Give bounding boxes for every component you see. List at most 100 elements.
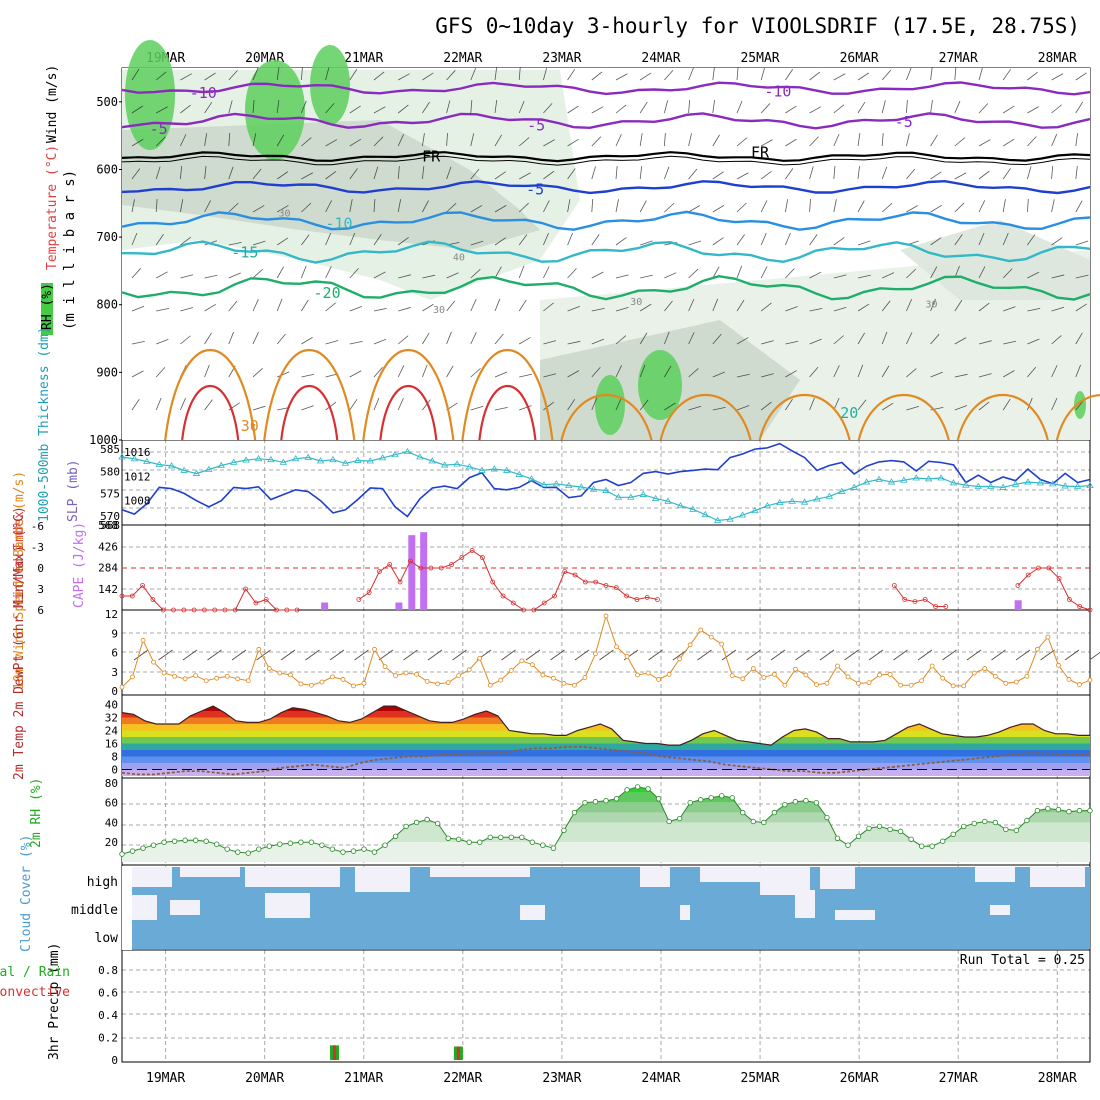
wind-speed-point — [182, 676, 188, 682]
cloud-gap — [680, 905, 690, 920]
wind-speed-point — [508, 668, 514, 673]
wind-barb — [131, 370, 144, 378]
rh-point — [1003, 826, 1009, 833]
rh-point — [445, 835, 451, 841]
wind-speed-point — [1003, 680, 1009, 686]
lifted-index-point — [243, 586, 248, 592]
diurnal-contour — [362, 348, 455, 441]
rh-point — [477, 839, 483, 845]
slp-tick: 1016 — [124, 446, 151, 459]
wind-speed-point — [898, 682, 904, 688]
wind-barb — [664, 331, 670, 345]
wind-barb — [155, 199, 158, 213]
thickness-point — [391, 450, 399, 458]
cloud-gap — [132, 895, 157, 920]
wind-speed-point — [193, 673, 199, 678]
wind-tick: 9 — [111, 627, 118, 640]
wind-barb — [325, 103, 335, 114]
thickness-point — [850, 483, 858, 490]
wind-barb — [1051, 335, 1062, 345]
wind-barb — [1075, 101, 1084, 114]
wind-barb — [712, 266, 720, 279]
pressure-tick: 1000 — [89, 433, 118, 447]
wind-barb — [1051, 166, 1054, 180]
thickness-point — [1061, 482, 1069, 489]
isotherm-minus5 — [121, 112, 1091, 130]
thickness-axis-label: 1000-500mb Thickness (dm) — [37, 326, 52, 522]
wind-barb — [954, 67, 957, 81]
wind-barb — [446, 70, 456, 81]
cape-bar — [1014, 600, 1022, 610]
wind-barb — [1027, 397, 1033, 411]
rh-point — [150, 842, 157, 848]
wind-barb — [397, 166, 400, 180]
wind-barb — [1002, 199, 1006, 213]
rh-point — [729, 795, 735, 801]
thickness-point — [192, 469, 201, 476]
thickness-point — [614, 493, 623, 500]
wind-barb — [712, 171, 724, 180]
wind-barb — [543, 401, 554, 411]
wind-barb-10m — [525, 649, 541, 661]
cloud-margin — [122, 866, 132, 950]
wind-speed-point — [298, 681, 304, 687]
wind-barb — [131, 105, 144, 114]
rh-point — [235, 849, 241, 855]
isotherm-20 — [121, 274, 1091, 301]
wind-barb — [615, 397, 622, 411]
wind-barb — [712, 205, 725, 213]
wind-barb — [785, 105, 797, 114]
wind-barb — [397, 236, 409, 246]
wind-barb — [664, 133, 666, 147]
wind-barb — [1003, 340, 1016, 345]
wind-speed-point — [708, 634, 714, 640]
wind-barb — [664, 300, 673, 312]
wind-speed-point — [614, 644, 619, 650]
wind-barb — [301, 172, 313, 180]
wind-barb-10m — [721, 649, 737, 661]
wind-barb — [494, 171, 506, 180]
wind-barb — [518, 137, 530, 147]
rh-point — [487, 834, 493, 840]
wind-barb — [688, 405, 702, 411]
lifted-index-point — [510, 600, 516, 606]
wind-barb — [373, 338, 387, 345]
thickness-tick: 568 — [100, 519, 120, 532]
wind-barb — [422, 72, 434, 81]
wind-barb — [519, 373, 532, 378]
thickness-point — [689, 505, 697, 512]
rh-point — [455, 836, 462, 842]
rh-point — [834, 835, 841, 841]
wind-barb — [1075, 166, 1078, 180]
wind-barb — [1051, 104, 1062, 114]
wind-barb — [518, 100, 525, 114]
wind-barb — [664, 69, 674, 81]
lifted-index-point — [500, 593, 506, 599]
wind-barb — [881, 300, 891, 312]
thickness-point — [776, 498, 784, 506]
rh-point — [950, 831, 956, 838]
temp-color-bands — [122, 706, 1090, 776]
rh-point — [171, 838, 178, 844]
diurnal-contour — [758, 393, 851, 441]
rh-point — [961, 823, 967, 830]
cloud-gap — [245, 867, 340, 887]
lifted-index-point — [1056, 576, 1062, 581]
lifted-index-line — [1017, 567, 1091, 611]
wind-barb — [276, 171, 289, 180]
wind-barb — [688, 298, 695, 312]
date-label-bottom: 25MAR — [740, 1071, 779, 1086]
wind-barb — [470, 332, 477, 345]
wind-speed-point — [340, 677, 346, 682]
thickness-point — [167, 462, 176, 469]
panel-slp-frame — [121, 439, 1091, 526]
wind-barb — [349, 168, 358, 180]
li-tick: 6 — [37, 604, 44, 617]
wind-barb — [1002, 105, 1015, 114]
li-tick: -6 — [31, 520, 44, 533]
date-label-bottom: 24MAR — [641, 1071, 680, 1086]
wind-barb — [180, 236, 192, 246]
wind-barb — [930, 67, 933, 81]
wind-barb — [591, 271, 604, 279]
thickness-point — [937, 474, 945, 481]
